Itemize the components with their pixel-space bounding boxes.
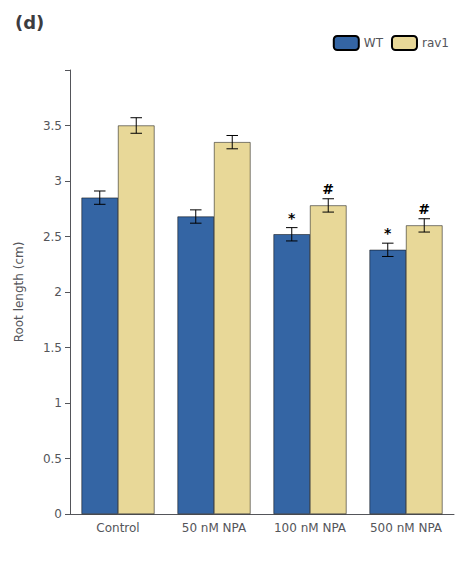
svg-text:rav1: rav1 [422, 36, 449, 50]
svg-text:Root length (cm): Root length (cm) [12, 242, 26, 343]
svg-text:Control: Control [96, 521, 139, 535]
svg-text:#: # [418, 201, 430, 217]
svg-text:(d): (d) [15, 12, 44, 33]
svg-text:0.5: 0.5 [43, 452, 62, 466]
svg-text:2: 2 [54, 285, 62, 299]
svg-text:*: * [384, 225, 392, 241]
svg-text:50 nM NPA: 50 nM NPA [182, 521, 247, 535]
svg-text:0: 0 [54, 507, 62, 521]
svg-text:WT: WT [364, 36, 384, 50]
svg-text:1: 1 [54, 396, 62, 410]
svg-text:#: # [322, 181, 334, 197]
svg-text:2.5: 2.5 [43, 230, 62, 244]
svg-text:3: 3 [54, 174, 62, 188]
svg-text:1.5: 1.5 [43, 341, 62, 355]
svg-text:100 nM NPA: 100 nM NPA [274, 521, 347, 535]
svg-text:500 nM NPA: 500 nM NPA [370, 521, 443, 535]
svg-text:3.5: 3.5 [43, 119, 62, 133]
svg-text:*: * [288, 210, 296, 226]
